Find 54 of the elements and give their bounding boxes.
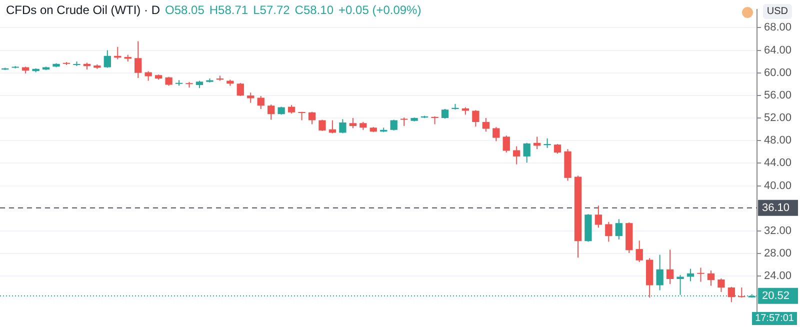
y-tick-label: 52.00 bbox=[764, 112, 792, 124]
y-tick-label: 48.00 bbox=[764, 134, 792, 147]
ref-line-label: 20.52 bbox=[762, 290, 790, 302]
candlestick bbox=[247, 92, 254, 104]
candlestick bbox=[605, 221, 612, 242]
candlestick bbox=[472, 110, 480, 128]
candlestick bbox=[615, 218, 622, 240]
candlestick bbox=[738, 286, 746, 298]
candlestick bbox=[697, 267, 704, 282]
annotation: 17:57:01 bbox=[752, 312, 797, 325]
candlestick bbox=[502, 135, 510, 153]
candlestick bbox=[165, 76, 172, 86]
annotation: H58.71 bbox=[209, 3, 248, 17]
y-tick-label: 24.00 bbox=[764, 270, 792, 282]
y-tick-label: 28.00 bbox=[764, 248, 792, 260]
candlestick bbox=[513, 146, 520, 165]
candlestick bbox=[349, 118, 357, 129]
candlestick bbox=[728, 286, 736, 303]
candlestick bbox=[666, 249, 674, 285]
y-tick-label: 44.00 bbox=[764, 157, 792, 170]
candlestick bbox=[718, 278, 725, 292]
candlestick bbox=[104, 50, 111, 68]
candlestick bbox=[318, 119, 326, 132]
annotation: +0.05 (+0.09%) bbox=[338, 3, 422, 17]
text: USD bbox=[762, 4, 792, 19]
candlestick bbox=[492, 126, 500, 142]
candlestick bbox=[236, 82, 244, 97]
y-tick-label: 32.00 bbox=[764, 225, 792, 238]
candlestick bbox=[636, 240, 643, 263]
candlestick bbox=[656, 254, 664, 291]
ref-line-label: 36.10 bbox=[762, 202, 790, 214]
candlestick bbox=[308, 111, 316, 125]
candlestick bbox=[257, 96, 264, 110]
y-tick-label: 64.00 bbox=[764, 44, 792, 56]
candlestick bbox=[523, 142, 530, 164]
annotation: L57.72 bbox=[253, 3, 290, 17]
y-tick-label: 60.00 bbox=[764, 66, 792, 79]
chart-title: CFDs on Crude Oil (WTI) · D bbox=[6, 3, 160, 17]
y-tick-label: 40.00 bbox=[764, 180, 792, 192]
y-tick-label: 68.00 bbox=[764, 22, 792, 34]
candlestick bbox=[441, 108, 449, 120]
candlestick bbox=[707, 270, 715, 286]
candlestick bbox=[268, 104, 275, 120]
y-tick-label: 56.00 bbox=[764, 89, 792, 102]
candlestick bbox=[676, 274, 684, 296]
annotation: C58.10 bbox=[294, 3, 334, 17]
candlestick bbox=[390, 119, 398, 131]
candlestick bbox=[594, 205, 602, 228]
candlestick bbox=[339, 118, 346, 134]
annotation: O58.05 bbox=[165, 3, 204, 17]
candlestick bbox=[554, 144, 562, 154]
candlestick bbox=[482, 118, 490, 132]
candlestick bbox=[134, 40, 142, 78]
candlestick bbox=[544, 138, 551, 148]
